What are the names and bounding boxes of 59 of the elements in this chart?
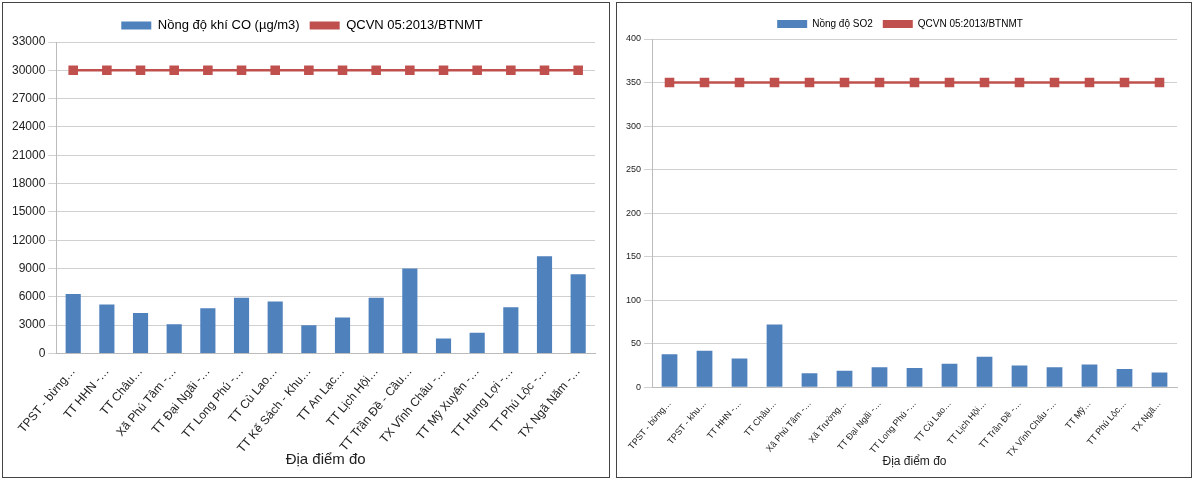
bar — [267, 301, 283, 353]
bar — [334, 317, 351, 353]
y-tick-label: 18000 — [11, 175, 46, 190]
bar — [941, 363, 958, 387]
bar — [801, 373, 818, 387]
x-axis-title: Địa điểm đo — [285, 450, 366, 468]
bar — [200, 308, 216, 353]
y-tick-label: 150 — [625, 251, 642, 262]
y-tick-label: 27000 — [11, 90, 46, 105]
bar — [661, 354, 678, 387]
y-tick-label: 15000 — [11, 204, 46, 219]
bar — [766, 324, 783, 387]
y-tick-label: 21000 — [11, 147, 46, 162]
y-tick-label: 350 — [625, 77, 642, 88]
y-tick-label: 30000 — [11, 62, 46, 77]
bar — [536, 256, 553, 353]
y-tick-label: 9000 — [18, 260, 46, 275]
x-axis-title: Địa điểm đo — [882, 454, 947, 469]
bar — [570, 274, 586, 353]
y-tick-label: 300 — [625, 120, 642, 131]
bar — [976, 356, 993, 387]
y-tick-label: 400 — [625, 33, 642, 44]
y-tick-label: 24000 — [11, 119, 46, 134]
legend-label: QCVN 05:2013/BTNMT — [917, 17, 1023, 29]
bar — [469, 332, 485, 353]
bar — [1081, 364, 1098, 387]
bar — [99, 304, 115, 353]
y-tick-label: 0 — [38, 345, 46, 360]
legend-label: Nồng độ SO2 — [812, 17, 874, 29]
bar — [1116, 368, 1133, 387]
bar — [871, 367, 888, 387]
legend-label: QCVN 05:2013/BTNMT — [346, 17, 483, 33]
bar — [1011, 365, 1028, 387]
bar — [836, 370, 853, 387]
bar — [233, 297, 250, 353]
y-tick-label: 12000 — [11, 232, 46, 247]
y-tick-label: 200 — [625, 207, 642, 218]
legend-label: Nồng độ khí CO (µg/m3) — [157, 17, 300, 33]
y-tick-label: 3000 — [18, 317, 46, 332]
y-tick-label: 0 — [636, 381, 642, 392]
bar — [906, 368, 923, 387]
bar — [301, 325, 317, 353]
x-tick-label: TT Mỹ… — [1063, 398, 1093, 431]
y-tick-label: 6000 — [18, 289, 46, 304]
y-tick-label: 250 — [625, 164, 642, 175]
bar — [65, 294, 81, 353]
bar — [402, 268, 418, 353]
y-tick-label: 100 — [625, 294, 642, 305]
bar — [696, 350, 713, 387]
bar — [435, 338, 452, 353]
y-tick-label: 33000 — [11, 34, 46, 49]
bar — [731, 358, 748, 387]
bar — [1046, 367, 1063, 387]
bar — [166, 324, 182, 353]
bar — [368, 297, 384, 353]
bar — [503, 307, 519, 353]
y-tick-label: 50 — [631, 338, 642, 349]
bar — [132, 312, 149, 353]
bar — [1151, 372, 1168, 387]
